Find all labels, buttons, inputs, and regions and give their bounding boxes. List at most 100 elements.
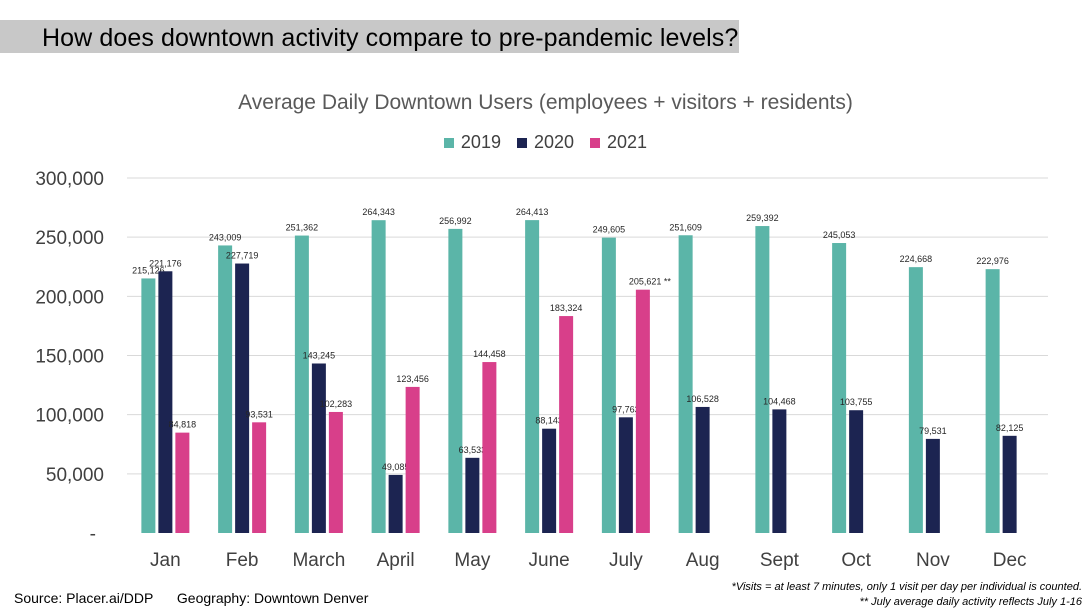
chart-legend: 2019 2020 2021 <box>0 132 1091 153</box>
x-tick-label: April <box>377 550 415 571</box>
bar-2021-may <box>482 362 497 533</box>
bar-2019-sept <box>755 226 770 533</box>
data-label: 227,719 <box>226 251 259 261</box>
x-tick-label: Dec <box>993 550 1027 571</box>
x-tick-label: Sept <box>760 550 800 571</box>
legend-swatch-2019 <box>443 137 454 148</box>
data-label: 224,668 <box>900 254 933 264</box>
data-label: 256,992 <box>439 216 472 226</box>
data-label: 251,362 <box>286 223 319 233</box>
y-tick-label: 200,000 <box>35 287 104 308</box>
bar-2021-feb <box>252 422 267 533</box>
bar-2020-dec <box>1002 435 1017 533</box>
legend-label-2019: 2019 <box>460 132 501 152</box>
data-label: 264,343 <box>362 207 395 217</box>
data-label: 88,143 <box>535 416 563 426</box>
bar-2019-feb <box>218 245 233 534</box>
data-label: 183,324 <box>550 303 583 313</box>
x-tick-label: Feb <box>226 550 259 571</box>
bar-2019-june <box>525 220 540 534</box>
footnote-visits: *Visits = at least 7 minutes, only 1 vis… <box>731 581 1082 593</box>
x-tick-label: July <box>609 550 643 571</box>
data-label: 49,085 <box>382 462 410 472</box>
footer-attribution: Source: Placer.ai/DDP Geography: Downtow… <box>14 590 368 606</box>
bar-2020-june <box>542 428 557 533</box>
bar-2020-may <box>465 457 480 533</box>
data-label: 84,818 <box>169 420 197 430</box>
bar-2019-dec <box>985 269 1000 533</box>
x-tick-label: Nov <box>916 550 950 571</box>
y-tick-label: 50,000 <box>46 465 104 486</box>
bar-2019-march <box>294 235 309 533</box>
legend-label-2021: 2021 <box>607 132 648 152</box>
data-label: 97,763 <box>612 404 640 414</box>
data-label: 123,456 <box>396 374 429 384</box>
data-label: 102,283 <box>320 399 353 409</box>
bar-2021-march <box>328 411 343 533</box>
bar-2019-july <box>601 237 616 533</box>
data-label: 221,176 <box>149 258 182 268</box>
x-tick-label: Aug <box>686 550 720 571</box>
data-label: 144,458 <box>473 349 506 359</box>
bar-2019-nov <box>908 267 923 533</box>
data-label: 79,531 <box>919 426 947 436</box>
data-label: 222,976 <box>976 256 1009 266</box>
bar-2021-july <box>635 289 650 533</box>
question-banner <box>0 20 739 53</box>
legend-label-2020: 2020 <box>533 132 575 152</box>
y-tick-label: 100,000 <box>35 406 104 427</box>
legend-item-2020: 2020 <box>516 132 575 153</box>
legend-item-2019: 2019 <box>443 132 501 153</box>
bar-2020-oct <box>849 410 864 533</box>
data-label: 249,605 <box>593 225 626 235</box>
bar-2020-july <box>618 417 633 533</box>
bar-2019-april <box>371 220 386 533</box>
y-tick-label: - <box>90 524 96 545</box>
legend-item-2021: 2021 <box>590 132 647 153</box>
data-label: 251,609 <box>669 222 702 232</box>
bar-2021-april <box>405 386 420 533</box>
x-tick-label: Jan <box>150 550 181 571</box>
y-tick-label: 150,000 <box>35 347 104 368</box>
data-label: 215,126 <box>132 265 165 275</box>
data-label: 82,125 <box>996 423 1024 433</box>
data-label: 93,531 <box>245 409 273 419</box>
x-tick-label: Oct <box>841 550 871 571</box>
page-question: How does downtown activity compare to pr… <box>42 24 739 52</box>
data-label: 63,533 <box>459 445 487 455</box>
bar-2020-nov <box>925 438 940 533</box>
legend-swatch-2021 <box>590 137 601 148</box>
data-label: 104,468 <box>763 396 796 406</box>
bar-2020-jan <box>158 271 173 533</box>
y-tick-label: 250,000 <box>35 228 104 249</box>
bar-2020-feb <box>235 263 250 533</box>
data-label: 264,413 <box>516 207 549 217</box>
bar-2020-march <box>311 363 326 533</box>
x-tick-label: March <box>292 550 345 571</box>
legend-swatch-2020 <box>516 137 527 148</box>
bar-2020-sept <box>772 409 787 533</box>
data-label: 243,009 <box>209 232 242 242</box>
bar-2019-oct <box>832 243 847 533</box>
source-text: Source: Placer.ai/DDP <box>14 590 154 606</box>
data-label: 143,245 <box>303 350 336 360</box>
data-label: 259,392 <box>746 213 779 223</box>
bar-2020-aug <box>695 406 710 533</box>
bar-2020-april <box>388 474 403 533</box>
footnote-july: ** July average daily activity reflects … <box>859 596 1082 608</box>
x-tick-label: May <box>454 550 490 571</box>
data-label: 103,755 <box>840 397 873 407</box>
geography-text: Geography: Downtown Denver <box>176 590 369 606</box>
bar-2021-jan <box>175 432 190 533</box>
data-label: 205,621 ** <box>629 277 672 287</box>
footnotes: *Visits = at least 7 minutes, only 1 vis… <box>732 580 1082 610</box>
bar-2019-may <box>448 228 463 533</box>
chart-title: Average Daily Downtown Users (employees … <box>238 91 853 114</box>
bar-2019-jan <box>141 278 156 533</box>
x-tick-label: June <box>529 550 570 571</box>
data-label: 106,528 <box>686 394 719 404</box>
bar-2021-june <box>559 316 574 533</box>
data-label: 245,053 <box>823 230 856 240</box>
y-tick-label: 300,000 <box>35 169 104 190</box>
